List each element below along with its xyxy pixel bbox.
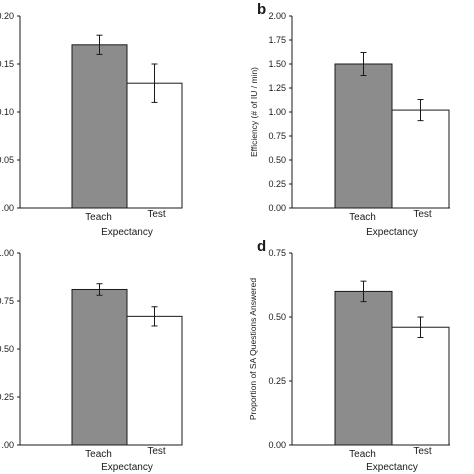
y-tick-label: 0.20 — [0, 11, 14, 21]
panel-label: b — [257, 1, 266, 18]
category-label: Test — [413, 209, 432, 220]
y-tick-label: 0.50 — [0, 344, 14, 354]
y-tick-label: 0.00 — [268, 440, 286, 450]
y-tick-label: 0.25 — [268, 179, 286, 189]
x-axis-label: Expectancy — [101, 462, 153, 473]
y-tick-label: 0.15 — [0, 59, 14, 69]
y-tick-label: 0.05 — [0, 155, 14, 165]
y-axis-label: Proportion of SA Questions Answered — [248, 278, 258, 420]
y-tick-label: 0.75 — [0, 296, 14, 306]
bar-teach — [71, 288, 128, 446]
x-axis-label: Expectancy — [366, 227, 418, 238]
category-label: Teach — [349, 212, 376, 223]
bar-teach — [71, 44, 128, 209]
y-tick-label: 2.00 — [268, 11, 286, 21]
panel-b: 0.00 0.25 0.50 0.75 1.00 1.25 1.50 1.75 2.00 Teac… — [249, 1, 450, 238]
panel-c: .00 0.25 0.50 0.75 1.00 Teach Test Expectancy — [0, 248, 183, 473]
panel-label: d — [257, 238, 266, 255]
y-tick-label: 0.10 — [0, 107, 14, 117]
x-axis-label: Expectancy — [366, 462, 418, 473]
y-tick-label: 0.50 — [268, 155, 286, 165]
x-axis-label: Expectancy — [101, 227, 153, 238]
y-tick-label: 1.25 — [268, 83, 286, 93]
y-tick-label: 0.25 — [268, 376, 286, 386]
category-label: Test — [147, 209, 166, 220]
bar-test — [126, 315, 183, 446]
category-label: Teach — [85, 212, 112, 223]
category-label: Test — [413, 446, 432, 457]
category-label: Teach — [349, 449, 376, 460]
panel-a: .00 0.05 0.10 0.15 0.20 Teach Test Expectancy — [0, 11, 183, 238]
y-tick-label: 0.25 — [0, 392, 14, 402]
y-tick-label: 0.75 — [268, 131, 286, 141]
y-tick-label: .00 — [1, 203, 14, 213]
category-label: Teach — [85, 449, 112, 460]
category-label: Test — [147, 446, 166, 457]
bar-test — [391, 109, 450, 209]
y-tick-label: 0.00 — [268, 203, 286, 213]
y-tick-label: 1.50 — [268, 59, 286, 69]
y-tick-label: 0.50 — [268, 312, 286, 322]
y-tick-label: .00 — [1, 440, 14, 450]
panel-d: 0.00 0.25 0.50 0.75 Teach Test Expectancy Propo… — [248, 238, 450, 473]
y-tick-label: 1.75 — [268, 35, 286, 45]
y-tick-label: 1.00 — [0, 248, 14, 258]
bar-teach — [334, 63, 393, 209]
y-tick-label: 1.00 — [268, 107, 286, 117]
y-tick-label: 0.75 — [268, 248, 286, 258]
bar-teach — [334, 290, 393, 446]
bar-test — [391, 326, 450, 446]
y-axis-label: Efficiency (# of IU / min) — [249, 67, 259, 157]
